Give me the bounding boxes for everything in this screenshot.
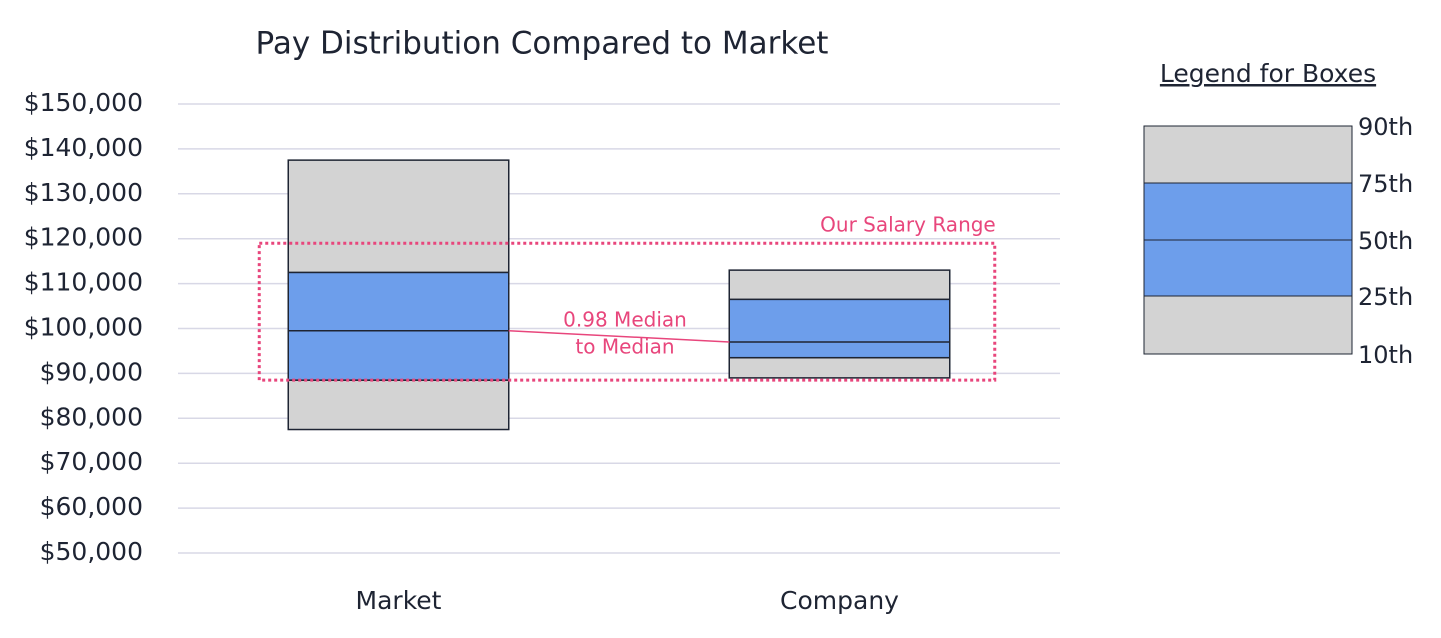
y-tick-label: $130,000 [24, 178, 143, 207]
y-tick-label: $70,000 [40, 447, 143, 476]
y-tick-label: $150,000 [24, 88, 143, 117]
lower-whisker-box [287, 379, 510, 431]
legend-label: 25th [1358, 283, 1413, 311]
upper-whisker-box [287, 159, 510, 274]
inner-box [728, 298, 951, 359]
y-tick-label: $120,000 [24, 223, 143, 252]
y-tick-label: $100,000 [24, 313, 143, 342]
median-connector [508, 329, 730, 343]
legend-label: 75th [1358, 170, 1413, 198]
y-tick-label: $60,000 [40, 492, 143, 521]
salary-range-label: Our Salary Range [820, 213, 996, 237]
legend-title: Legend for Boxes [1160, 59, 1376, 88]
y-tick-label: $50,000 [40, 537, 143, 566]
inner-box [287, 271, 510, 381]
upper-whisker-box [728, 269, 951, 301]
x-tick-label: Company [780, 586, 899, 615]
median-annotation: 0.98 Median [563, 308, 687, 332]
legend-label: 10th [1358, 341, 1413, 369]
median-annotation: to Median [575, 335, 674, 359]
legend-box-upper [1143, 125, 1353, 184]
y-tick-label: $80,000 [40, 402, 143, 431]
legend-box-lower [1143, 295, 1353, 355]
salary-range [257, 241, 997, 382]
legend-label: 50th [1358, 227, 1413, 255]
x-tick-label: Market [356, 586, 442, 615]
lower-whisker-box [728, 356, 951, 379]
legend-label: 90th [1358, 113, 1413, 141]
y-tick-label: $110,000 [24, 268, 143, 297]
chart-title: Pay Distribution Compared to Market [256, 26, 829, 62]
y-tick-label: $90,000 [40, 357, 143, 386]
y-tick-label: $140,000 [24, 133, 143, 162]
